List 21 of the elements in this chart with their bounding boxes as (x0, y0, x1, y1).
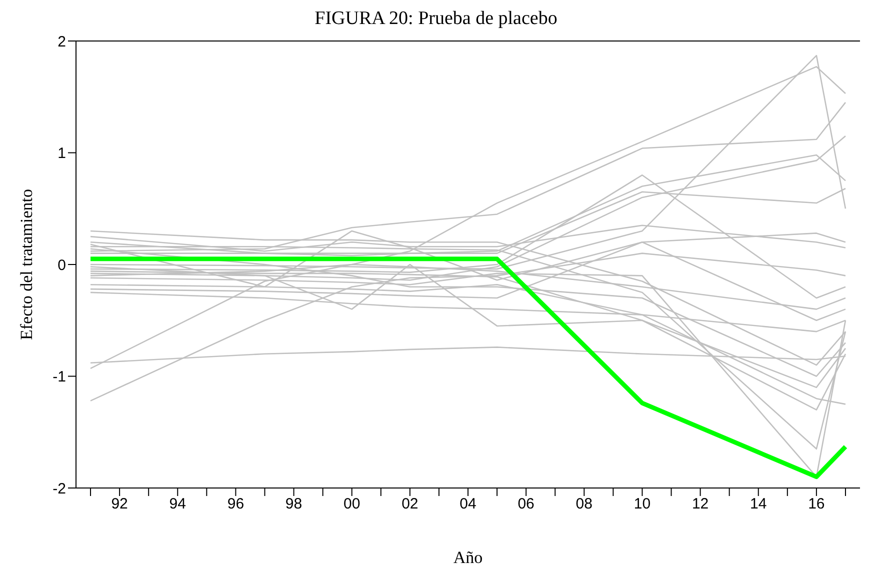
x-tick-label: 92 (111, 496, 128, 513)
x-tick-label: 94 (169, 496, 186, 513)
x-tick-label: 08 (576, 496, 592, 513)
y-tick-label: 1 (58, 145, 66, 162)
x-tick-label: 14 (750, 496, 767, 513)
y-tick-label: 2 (58, 33, 66, 50)
y-tick-label: 0 (58, 256, 66, 274)
x-tick-label: 98 (285, 496, 302, 513)
x-axis-title: Año (453, 548, 483, 567)
x-tick-label: 16 (808, 496, 825, 513)
x-tick-label: 10 (634, 496, 651, 513)
x-tick-label: 02 (402, 496, 418, 513)
x-tick-label: 00 (344, 496, 360, 513)
y-tick-label: -2 (52, 480, 66, 498)
x-tick-label: 96 (227, 496, 244, 513)
chart-title: FIGURA 20: Prueba de placebo (314, 8, 558, 30)
y-tick-label: -1 (52, 368, 66, 386)
x-tick-label: 12 (692, 496, 709, 513)
x-tick-label: 06 (518, 496, 534, 513)
x-tick-label: 04 (460, 496, 476, 513)
y-axis-title: Efecto del tratamiento (17, 188, 36, 340)
